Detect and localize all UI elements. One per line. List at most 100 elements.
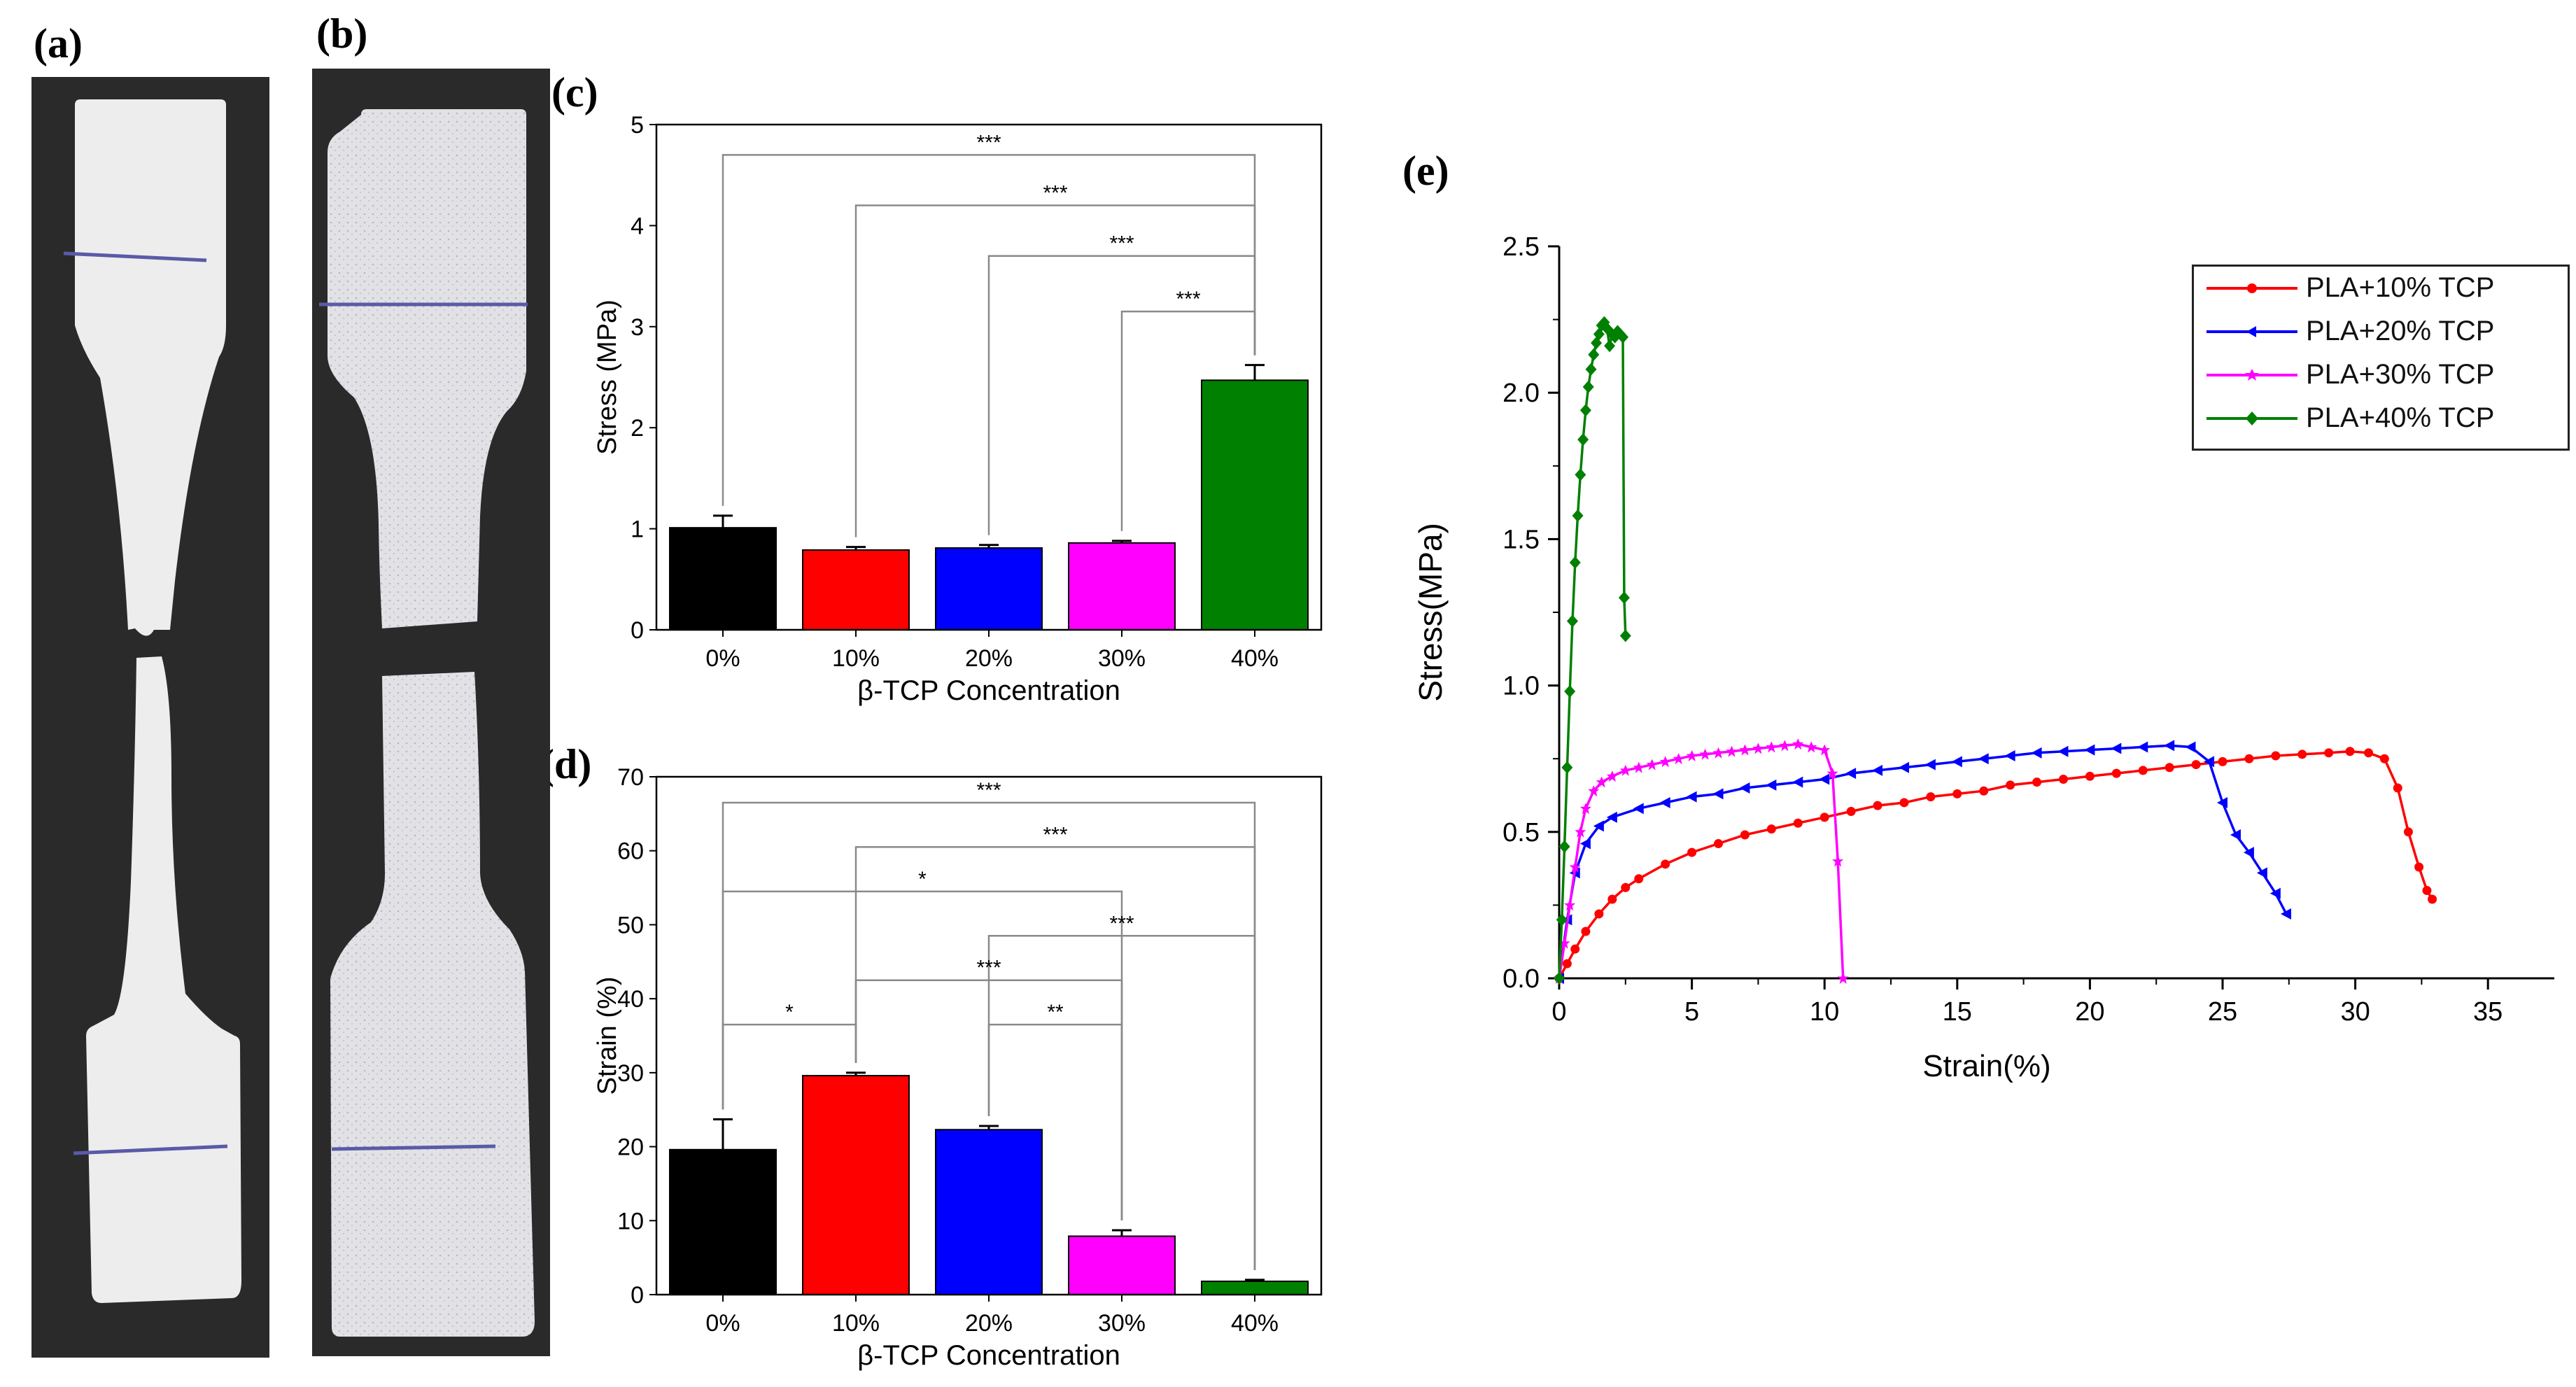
x-axis-label: β-TCP Concentration <box>857 1340 1120 1371</box>
series-0-point-26 <box>2138 766 2148 775</box>
significance-bracket-1 <box>854 846 1256 1270</box>
series-1-point-25 <box>2137 741 2148 753</box>
specimen-a-gauge-mark-top <box>63 251 207 262</box>
series-2-point-17 <box>1726 745 1738 757</box>
series-1-point-6 <box>1633 803 1644 815</box>
x-tick-label-2: 10 <box>1810 997 1839 1027</box>
y-tick-label-4: 40 <box>617 986 644 1013</box>
series-0-point-33 <box>2324 748 2334 758</box>
series-3-point-12 <box>1585 362 1597 376</box>
x-tick-label-1: 10% <box>832 645 880 672</box>
series-1-point-17 <box>1924 759 1936 770</box>
series-1-point-26 <box>2164 740 2175 752</box>
series-0-point-3 <box>1581 927 1591 936</box>
series-2-point-3 <box>1569 861 1581 873</box>
series-2-point-20 <box>1766 741 1778 753</box>
series-0-point-21 <box>2006 780 2015 790</box>
series-0-point-29 <box>2218 756 2227 766</box>
significance-label-3: *** <box>1176 288 1200 311</box>
series-0-point-18 <box>1926 792 1936 802</box>
series-1-point-12 <box>1792 776 1803 788</box>
series-0-point-32 <box>2297 749 2307 759</box>
series-0-point-41 <box>2428 894 2437 904</box>
series-0-point-28 <box>2191 760 2201 770</box>
legend-label-30: PLA+30% TCP <box>2306 359 2495 390</box>
legend-item-20: PLA+20% TCP <box>2194 310 2568 353</box>
series-2-point-15 <box>1699 748 1711 760</box>
series-0-point-13 <box>1793 818 1803 828</box>
series-1-point-28 <box>2204 756 2215 768</box>
series-0-point-10 <box>1714 839 1724 849</box>
significance-bracket-5 <box>722 1023 857 1110</box>
plot-frame <box>655 775 1323 1296</box>
x-tick-label-1: 5 <box>1684 997 1699 1027</box>
bar-0 <box>669 527 777 631</box>
legend-swatch-40 <box>2207 411 2297 425</box>
series-0-point-38 <box>2403 827 2413 837</box>
series-2-point-10 <box>1633 761 1645 773</box>
series-0-point-37 <box>2393 783 2402 793</box>
x-tick-label-2: 20% <box>965 1310 1013 1337</box>
specimen-b-gauge-mark-bottom <box>331 1144 496 1151</box>
significance-label-5: * <box>785 1001 794 1024</box>
legend-swatch-20 <box>2207 326 2297 337</box>
series-0-point-8 <box>1661 859 1670 869</box>
legend-item-10: PLA+10% TCP <box>2194 267 2568 310</box>
y-tick-label-2: 1.0 <box>1502 672 1540 701</box>
y-tick-label-0: 0 <box>631 617 644 644</box>
series-3-point-6 <box>1569 556 1581 569</box>
series-3-point-25 <box>1618 591 1630 605</box>
series-2-point-22 <box>1792 738 1804 750</box>
bar-1 <box>802 1075 910 1295</box>
series-0-point-22 <box>2032 777 2042 787</box>
series-2-point-9 <box>1619 764 1631 776</box>
significance-label-2: * <box>918 868 927 891</box>
specimen-photo-b <box>312 69 550 1356</box>
series-1-point-23 <box>2084 744 2095 756</box>
x-tick-label-2: 20% <box>965 645 1013 672</box>
series-line-0 <box>1558 749 2434 979</box>
series-3-point-8 <box>1575 468 1586 481</box>
series-0-point-23 <box>2058 774 2068 784</box>
series-0-point-35 <box>2364 748 2374 758</box>
series-0-point-31 <box>2271 751 2281 761</box>
legend-item-40: PLA+40% TCP <box>2194 397 2568 440</box>
chart-e-legend: PLA+10% TCP PLA+20% TCP PLA+30% TCP PLA+… <box>2192 265 2570 451</box>
series-0-point-30 <box>2244 754 2254 763</box>
series-1-point-3 <box>1579 838 1591 850</box>
series-3-point-4 <box>1564 684 1576 698</box>
y-tick-label-2: 2 <box>631 415 644 442</box>
chart-c-stress-bar: *** *** *** *** 0% 10% 20% 30% 40% 0 1 2 3 4 5 β-TCP Co… <box>593 112 1323 706</box>
significance-label-0: *** <box>976 779 1001 802</box>
y-tick-label-3: 30 <box>617 1060 644 1087</box>
series-2-point-16 <box>1712 747 1724 759</box>
series-0-point-12 <box>1766 824 1776 834</box>
specimen-b-upper-half <box>328 109 526 628</box>
series-2-point-18 <box>1739 744 1751 756</box>
series-3-point-13 <box>1588 348 1600 361</box>
series-0-point-1 <box>1562 959 1572 969</box>
series-1-point-14 <box>1845 768 1857 780</box>
series-1-point-20 <box>2004 750 2015 762</box>
y-axis-label: Strain (%) <box>593 977 622 1095</box>
bar-2 <box>935 1129 1043 1295</box>
series-3-point-0 <box>1554 972 1565 985</box>
series-2-point-5 <box>1579 803 1591 815</box>
chart-e-stress-strain-line: 0 5 10 15 20 25 30 35 0.0 0.5 1.0 1.5 2.0 2.5 Strain(%… <box>1412 232 2554 1083</box>
bar-3 <box>1068 1235 1176 1295</box>
series-0-point-9 <box>1687 847 1697 857</box>
series-0-point-40 <box>2422 885 2432 895</box>
series-0-point-11 <box>1740 830 1750 840</box>
bar-4 <box>1201 379 1309 631</box>
series-1-point-16 <box>1898 761 1909 773</box>
bar-1 <box>802 549 910 631</box>
series-3-point-26 <box>1619 629 1631 642</box>
x-tick-label-0: 0 <box>1551 997 1566 1027</box>
x-tick-label-4: 40% <box>1231 645 1279 672</box>
series-2-point-14 <box>1686 750 1698 762</box>
significance-bracket-2 <box>722 890 1123 1221</box>
series-line-3 <box>1558 320 1627 979</box>
series-3-point-21 <box>1609 330 1621 344</box>
bar-2 <box>935 547 1043 631</box>
series-1-point-22 <box>2057 745 2069 757</box>
